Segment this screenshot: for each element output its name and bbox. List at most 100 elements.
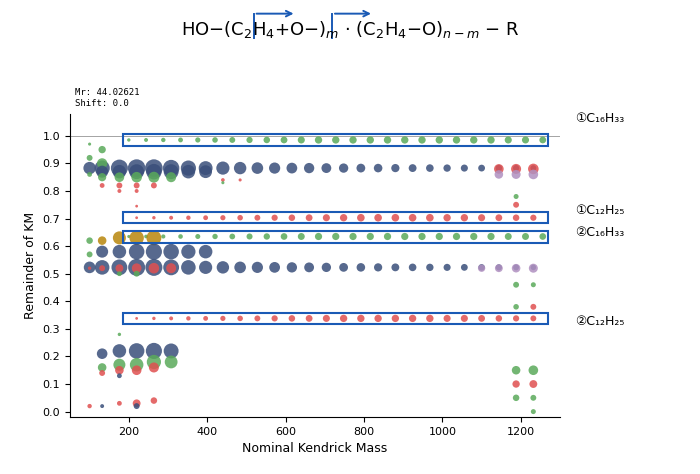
Point <box>165 358 176 366</box>
Point <box>442 264 453 271</box>
Bar <box>123 313 548 324</box>
Point <box>123 136 134 144</box>
Point <box>321 264 332 271</box>
Point <box>528 164 539 172</box>
Point <box>451 136 462 144</box>
Point <box>485 233 496 240</box>
Point <box>97 182 108 189</box>
Point <box>372 315 384 322</box>
Point <box>234 164 246 172</box>
Point <box>227 233 238 240</box>
Point <box>234 264 246 271</box>
Point <box>338 315 349 322</box>
Point <box>286 214 297 221</box>
Point <box>84 164 95 172</box>
Point <box>114 248 125 255</box>
Point <box>97 168 108 175</box>
Point <box>338 164 349 172</box>
Point <box>458 315 470 322</box>
Point <box>304 164 315 172</box>
Point <box>528 171 539 178</box>
Point <box>330 136 342 144</box>
Point <box>97 146 108 154</box>
Point <box>114 168 125 175</box>
Point <box>356 164 367 172</box>
Point <box>148 248 160 255</box>
Bar <box>123 212 548 223</box>
Point <box>510 380 522 388</box>
Point <box>528 214 539 221</box>
Point <box>114 187 125 195</box>
Point <box>528 380 539 388</box>
Point <box>97 237 108 245</box>
Point <box>200 168 211 175</box>
Text: ①C₁₂H₂₅: ①C₁₂H₂₅ <box>575 204 624 218</box>
Point <box>356 315 367 322</box>
Point <box>347 233 358 240</box>
Point <box>97 350 108 357</box>
Point <box>114 366 125 374</box>
Point <box>148 264 160 271</box>
Y-axis label: Remainder of KM: Remainder of KM <box>24 212 37 319</box>
Point <box>365 136 376 144</box>
Point <box>114 400 125 407</box>
Point <box>424 264 435 271</box>
Point <box>217 315 228 322</box>
Point <box>165 264 176 272</box>
Point <box>528 281 539 289</box>
Point <box>97 264 108 272</box>
Text: ②C₁₂H₂₅: ②C₁₂H₂₅ <box>575 315 624 328</box>
Point <box>510 315 522 322</box>
Point <box>494 264 505 272</box>
Point <box>321 164 332 172</box>
Point <box>131 173 142 181</box>
Point <box>424 164 435 172</box>
Point <box>399 136 410 144</box>
Point <box>390 315 401 322</box>
Point <box>183 315 194 322</box>
Point <box>407 315 418 322</box>
Point <box>84 154 95 162</box>
Point <box>494 165 505 173</box>
Point <box>244 233 255 240</box>
Point <box>252 164 263 172</box>
Point <box>183 264 194 271</box>
Point <box>458 164 470 172</box>
Point <box>295 233 307 240</box>
Point <box>183 164 194 172</box>
Point <box>131 187 142 195</box>
Point <box>234 315 246 322</box>
Point <box>158 136 169 144</box>
Point <box>165 347 176 355</box>
Point <box>494 264 505 271</box>
Point <box>372 214 384 221</box>
Point <box>286 164 297 172</box>
Point <box>84 264 95 271</box>
Point <box>476 315 487 322</box>
Point <box>84 402 95 410</box>
Point <box>313 136 324 144</box>
Point <box>458 214 470 221</box>
Point <box>209 233 220 240</box>
Point <box>123 233 134 240</box>
Point <box>528 315 539 322</box>
Point <box>520 233 531 240</box>
Point <box>183 214 194 221</box>
Point <box>510 164 522 172</box>
Point <box>244 136 255 144</box>
Point <box>114 347 125 355</box>
Point <box>476 264 487 272</box>
Point <box>510 201 522 209</box>
Text: ①C₁₆H₃₃: ①C₁₆H₃₃ <box>575 112 624 125</box>
Point <box>131 361 142 368</box>
Point <box>252 264 263 271</box>
Point <box>227 136 238 144</box>
Point <box>407 164 418 172</box>
Point <box>97 402 108 410</box>
Point <box>165 168 176 175</box>
Point <box>131 315 142 322</box>
Point <box>261 233 272 240</box>
Point <box>434 233 445 240</box>
Point <box>148 168 160 175</box>
Point <box>131 347 142 355</box>
